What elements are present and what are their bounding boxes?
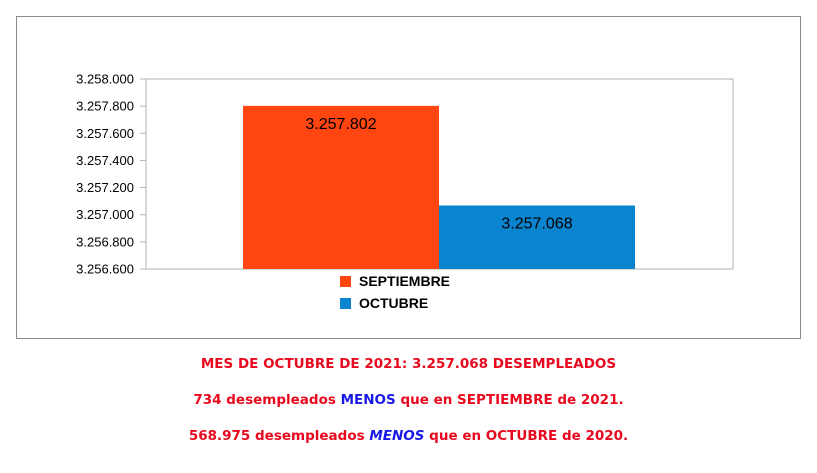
data-label-septiembre: 3.257.802 — [305, 116, 376, 133]
legend-item-octubre: OCTUBRE — [340, 292, 450, 314]
note-yearly-change: 568.975 desempleados MENOS que en OCTUBR… — [0, 418, 817, 454]
note-yearly-tail: que en OCTUBRE de 2020. — [424, 428, 629, 444]
legend-label-septiembre: SEPTIEMBRE — [359, 273, 451, 289]
bar-septiembre — [243, 105, 439, 269]
note-monthly-text: 734 desempleados — [193, 392, 341, 408]
legend-item-septiembre: SEPTIEMBRE — [340, 270, 450, 292]
y-tick-label: 3.257.000 — [76, 207, 134, 222]
y-tick-label: 3.258.000 — [76, 72, 134, 87]
y-tick-label: 3.257.200 — [76, 180, 134, 195]
note-monthly-emphasis: MENOS — [340, 392, 396, 408]
y-tick-label: 3.257.400 — [76, 153, 134, 168]
note-monthly-tail: que en SEPTIEMBRE de 2021. — [395, 392, 624, 408]
y-tick-label: 3.256.800 — [76, 234, 134, 249]
legend-label-octubre: OCTUBRE — [359, 295, 429, 311]
bar-chart: 3.256.600 3.256.800 3.257.000 3.257.200 3.25… — [76, 72, 734, 277]
bar-octubre — [439, 205, 635, 269]
y-tick-label: 3.257.800 — [76, 99, 134, 114]
legend-swatch-octubre — [340, 297, 351, 309]
notes: MES DE OCTUBRE DE 2021: 3.257.068 DESEMP… — [0, 346, 817, 454]
note-headline: MES DE OCTUBRE DE 2021: 3.257.068 DESEMP… — [200, 356, 617, 372]
y-tick-label: 3.256.600 — [76, 262, 134, 277]
data-label-octubre: 3.257.068 — [501, 215, 572, 232]
y-axis: 3.256.600 3.256.800 3.257.000 3.257.200 3.25… — [76, 72, 147, 277]
bars — [243, 105, 635, 269]
y-tick-label: 3.257.600 — [76, 126, 134, 141]
legend-swatch-septiembre — [340, 275, 351, 287]
legend: SEPTIEMBRE OCTUBRE — [340, 270, 450, 314]
note-monthly-change: 734 desempleados MENOS que en SEPTIEMBRE… — [0, 382, 817, 418]
bar-labels: 3.257.802 3.257.068 — [305, 116, 572, 233]
note-yearly-text: 568.975 desempleados — [188, 428, 370, 444]
note-yearly-emphasis: MENOS — [369, 428, 425, 444]
